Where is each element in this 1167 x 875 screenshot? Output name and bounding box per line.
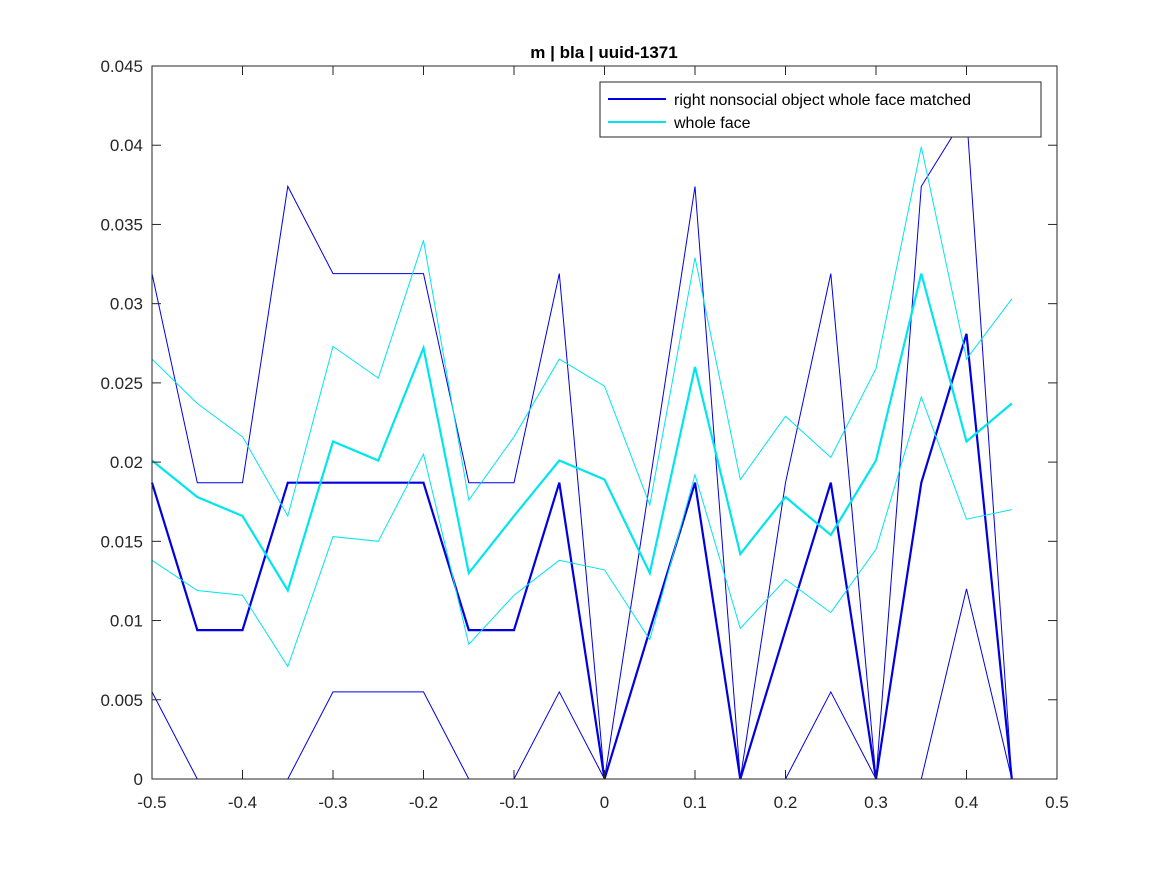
y-tick-label: 0.035 [100,215,143,234]
plot-area [152,66,1057,779]
legend-label-series-2: whole face [673,115,751,132]
chart-title: m | bla | uuid-1371 [530,43,677,62]
series-1-mean-line [150,333,1013,780]
x-tick-label: 0 [600,793,609,812]
x-tick-label: 0.3 [864,793,888,812]
x-tick-label: -0.5 [137,793,166,812]
x-tick-label: -0.4 [228,793,257,812]
legend: right nonsocial object whole face matche… [599,81,1042,138]
x-tick-label: 0.5 [1045,793,1069,812]
y-tick-label: 0 [134,770,143,789]
legend-box [599,81,1042,138]
series-2-upper-line [151,146,1013,518]
y-tick-label: 0.045 [100,57,143,76]
series-2-lower-line [151,395,1012,668]
x-tick-label: -0.1 [499,793,528,812]
series-1-lower-line [151,588,1013,780]
x-tick-label: 0.1 [683,793,707,812]
ticks-layer: -0.5 -0.4 -0.3 -0.2 -0.1 0 0.1 0.2 0.3 0.4 0.5 0 0.0… [100,57,1068,812]
x-tick-label: -0.2 [409,793,438,812]
series-layer [150,111,1013,780]
x-tick-label: -0.3 [318,793,347,812]
y-tick-label: 0.01 [110,612,143,631]
y-tick-label: 0.015 [100,532,143,551]
series-2-mean-line [151,273,1013,594]
x-tick-label: 0.4 [955,793,979,812]
legend-label-series-1: right nonsocial object whole face matche… [674,92,971,109]
x-tick-label: 0.2 [774,793,798,812]
y-tick-label: 0.005 [100,691,143,710]
y-tick-label: 0.025 [100,374,143,393]
y-tick-label: 0.03 [110,295,143,314]
series-1-upper-line [151,111,1013,780]
y-tick-label: 0.04 [110,136,143,155]
y-tick-label: 0.02 [110,453,143,472]
